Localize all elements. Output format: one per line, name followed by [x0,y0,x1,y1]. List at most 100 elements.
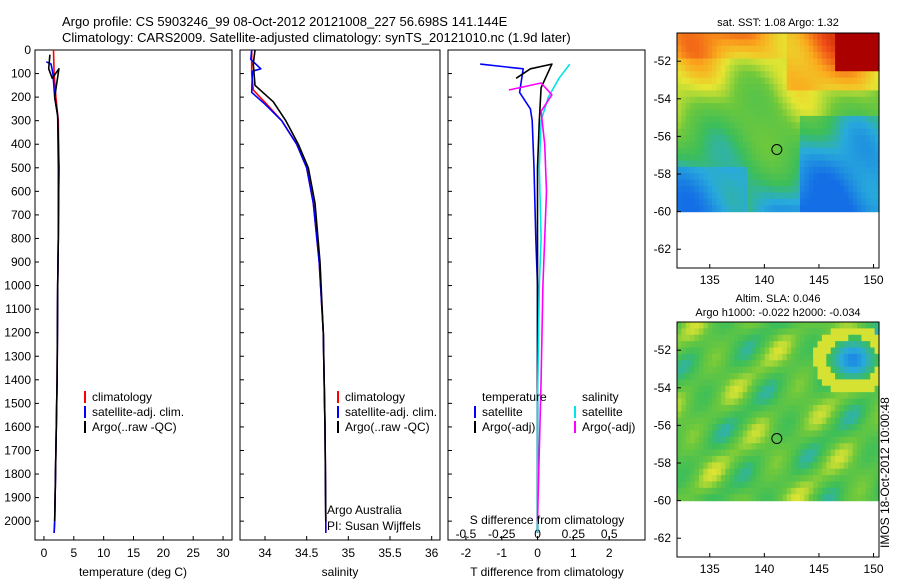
heatmap-cell [725,411,731,419]
heatmap-cell [760,39,766,47]
heatmap-cell [830,398,836,406]
heatmap-cell [795,347,801,355]
heatmap-cell [813,347,819,355]
heatmap-cell [734,468,740,476]
heatmap-cell [751,481,757,489]
heatmap-cell [786,494,792,502]
heatmap-cell [742,392,748,400]
heatmap-cell [690,462,696,470]
heatmap-cell [707,481,713,489]
heatmap-cell [716,90,722,98]
heatmap-cell [857,147,863,155]
heatmap-cell [843,198,849,206]
heatmap-cell [870,147,876,155]
heatmap-cell [804,198,810,206]
heatmap-cell [720,475,726,483]
heatmap-cell [756,166,762,174]
heatmap-cell [712,455,718,463]
heatmap-cell [848,128,854,136]
heatmap-cell [712,135,718,143]
heatmap-cell [865,334,871,342]
heatmap-cell [760,462,766,470]
heatmap-cell [830,481,836,489]
heatmap-cell [747,475,753,483]
heatmap-cell [821,430,827,438]
heatmap-cell [791,385,797,393]
heatmap-cell [786,128,792,136]
heatmap-cell [813,135,819,143]
heatmap-cell [747,33,753,40]
heatmap-cell [738,147,744,155]
series-line-2 [47,54,60,522]
heatmap-cell [857,77,863,85]
depth-tick-label: 800 [11,231,31,245]
heatmap-cell [720,347,726,355]
legend-label-argo: Argo(..raw -QC) [345,420,430,434]
heatmap-cell [835,443,841,451]
heatmap-cell [839,90,845,98]
heatmap-cell [870,103,876,111]
heatmap-cell [795,487,801,495]
heatmap-cell [839,45,845,53]
heatmap-cell [817,404,823,412]
heatmap-cell [685,109,691,117]
heatmap-cell [738,411,744,419]
heatmap-cell [690,198,696,206]
heatmap-cell [729,64,735,72]
heatmap-cell [681,392,687,400]
heatmap-cell [826,71,832,79]
heatmap-cell [843,494,849,502]
heatmap-cell [830,366,836,374]
heatmap-cell [778,417,783,425]
heatmap-cell [830,115,836,123]
heatmap-cell [703,52,709,60]
heatmap-cell [698,160,704,168]
heatmap-cell [835,90,841,98]
heatmap-cell [720,328,726,336]
heatmap-cell [861,411,867,419]
heatmap-cell [756,379,762,387]
heatmap-cell [681,468,687,476]
heatmap-cell [734,64,740,72]
heatmap-cell [817,186,823,194]
heatmap-cell [725,64,731,72]
map-x-tick-label: 150 [864,273,884,287]
heatmap-cell [778,160,783,168]
heatmap-cell [694,173,700,181]
heatmap-cell [804,160,810,168]
heatmap-cell [725,186,731,194]
heatmap-cell [852,71,858,79]
heatmap-cell [808,192,814,200]
heatmap-cell [734,103,740,111]
heatmap-cell [677,205,682,213]
heatmap-cell [773,90,779,98]
depth-axis: 0100200300400500600700800900100011001200… [4,43,39,528]
heatmap-cell [813,173,819,181]
heatmap-cell [764,430,770,438]
heatmap-cell [694,385,700,393]
heatmap-cell [874,366,880,374]
heatmap-cell [751,366,757,374]
heatmap-cell [773,487,779,495]
heatmap-cell [799,392,805,400]
heatmap-cell [808,398,814,406]
heatmap-cell [707,84,713,92]
heatmap-cell [747,430,753,438]
heatmap-cell [703,347,709,355]
heatmap-cell [799,462,805,470]
heatmap-cell [804,481,810,489]
heatmap-cell [865,115,871,123]
heatmap-cell [729,494,735,502]
heatmap-cell [808,135,814,143]
heatmap-cell [729,475,735,483]
heatmap-cell [786,52,792,60]
heatmap-cell [808,347,814,355]
heatmap-cell [677,33,682,40]
heatmap-cell [681,373,687,381]
heatmap-cell [760,455,766,463]
heatmap-cell [720,360,726,368]
heatmap-cell [786,411,792,419]
series-line-2 [536,63,571,533]
heatmap-cell [830,417,836,425]
heatmap-cell [826,115,832,123]
